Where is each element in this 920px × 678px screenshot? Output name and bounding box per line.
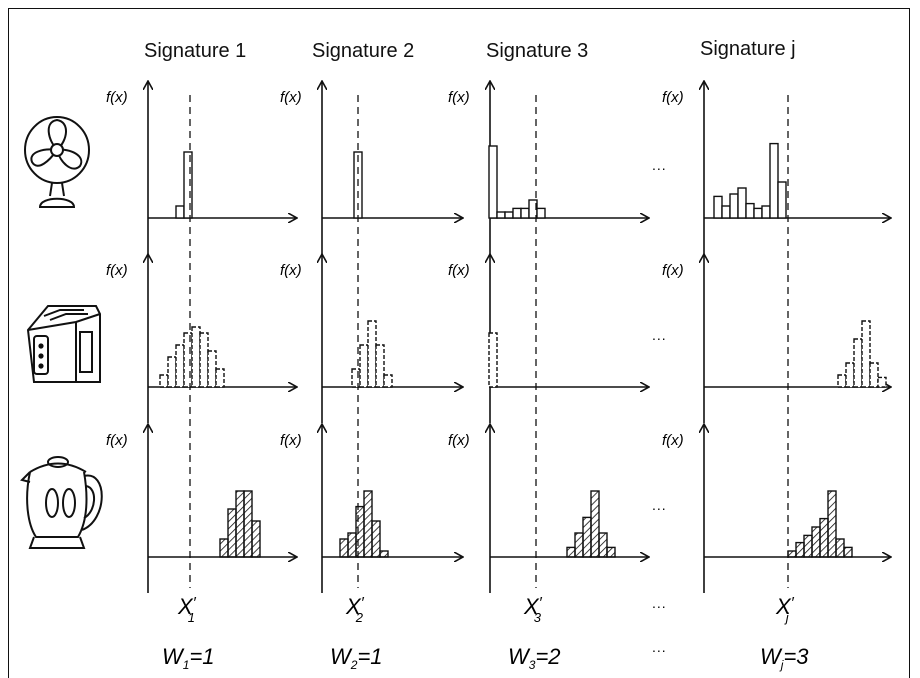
- weight-label: W3=2: [508, 644, 561, 672]
- histogram-bar: [869, 362, 879, 388]
- histogram-bar: [375, 344, 385, 388]
- histogram-bar: [199, 332, 209, 388]
- histogram-bar: [745, 202, 755, 219]
- histogram-bar: [769, 142, 779, 219]
- histogram-bar: [496, 211, 506, 219]
- histogram-bar: [753, 207, 763, 219]
- y-axis-label: f(x): [448, 432, 470, 449]
- y-axis-label: f(x): [662, 262, 684, 279]
- weight-label: W1=1: [162, 644, 215, 672]
- histogram-bar: [590, 490, 600, 558]
- ellipsis: ...: [652, 595, 667, 611]
- y-axis-label: f(x): [448, 262, 470, 279]
- signature-2-title: Signature 2: [312, 40, 415, 62]
- signature-1-title: Signature 1: [144, 40, 247, 62]
- signature-j-title: Signature j: [700, 38, 796, 60]
- ellipsis: ...: [652, 639, 667, 655]
- signature-3-title: Signature 3: [486, 40, 589, 62]
- histogram-bar: [219, 538, 229, 558]
- histogram-bar: [512, 207, 522, 219]
- histogram-bar: [227, 508, 237, 558]
- histogram-bar: [347, 532, 357, 558]
- histogram-bar: [191, 326, 201, 388]
- histogram-bar: [159, 374, 169, 388]
- weight-label: W2=1: [330, 644, 383, 672]
- histogram-bar: [827, 490, 837, 558]
- histogram-bar: [215, 368, 225, 388]
- histogram-bar: [183, 151, 193, 219]
- weight-label: Wj=3: [760, 644, 809, 672]
- histogram-bar: [183, 332, 193, 388]
- histogram-bar: [367, 320, 377, 388]
- histogram-grid: [148, 82, 890, 593]
- histogram-bar: [355, 505, 365, 558]
- histogram-bar: [795, 541, 805, 558]
- y-axis-label: f(x): [662, 89, 684, 106]
- histogram-bar: [566, 546, 576, 558]
- fan-icon: [24, 116, 90, 208]
- histogram-bar: [853, 338, 863, 388]
- histogram-bar: [713, 195, 723, 219]
- histogram-bar: [536, 207, 546, 219]
- histogram-bar: [175, 344, 185, 388]
- kettle-icon: [20, 456, 103, 549]
- histogram-bar: [351, 368, 361, 388]
- x-prime-label: X′ j: [775, 594, 795, 625]
- ellipsis: ...: [652, 327, 667, 343]
- x-prime-label: X′ 2: [345, 594, 365, 625]
- y-axis-label: f(x): [280, 89, 302, 106]
- histogram-bar: [843, 546, 853, 558]
- histogram-bar: [803, 534, 813, 558]
- histogram-bar: [721, 205, 731, 219]
- histogram-bar: [598, 532, 608, 558]
- x-prime-label: X′ 1: [177, 594, 197, 625]
- histogram-bar: [787, 550, 797, 558]
- histogram-bar: [488, 332, 498, 388]
- histogram-bar: [811, 526, 821, 558]
- toaster-icon: [26, 305, 101, 383]
- histogram-bar: [606, 546, 616, 558]
- x-prime-label: X′ 3: [523, 594, 543, 625]
- ellipsis: ...: [652, 497, 667, 513]
- histogram-bar: [835, 538, 845, 558]
- histogram-bar: [235, 490, 245, 558]
- histogram-bar: [737, 187, 747, 219]
- y-axis-label: f(x): [106, 432, 128, 449]
- figure-frame: [8, 8, 910, 678]
- ellipsis: ...: [652, 157, 667, 173]
- histogram-bar: [359, 344, 369, 388]
- histogram-bar: [251, 520, 261, 558]
- histogram-bar: [520, 207, 530, 219]
- histogram-bar: [777, 181, 787, 219]
- histogram-bar: [504, 211, 514, 219]
- y-axis-label: f(x): [280, 432, 302, 449]
- y-axis-label: f(x): [448, 89, 470, 106]
- histogram-bar: [339, 538, 349, 558]
- histogram-bar: [175, 205, 185, 219]
- histogram-bar: [729, 193, 739, 219]
- y-axis-label: f(x): [106, 262, 128, 279]
- histogram-bar: [363, 490, 373, 558]
- histogram-bar: [207, 350, 217, 388]
- y-axis-label: f(x): [280, 262, 302, 279]
- histogram-bar: [371, 520, 381, 558]
- histogram-bar: [861, 320, 871, 388]
- histogram-bar: [574, 532, 584, 558]
- histogram-bar: [761, 205, 771, 219]
- histogram-bar: [582, 516, 592, 558]
- histogram-bar: [819, 517, 829, 558]
- histogram-bar: [877, 376, 887, 388]
- histogram-bar: [488, 145, 498, 219]
- y-axis-label: f(x): [662, 432, 684, 449]
- histogram-bar: [845, 362, 855, 388]
- histogram-bar: [167, 356, 177, 388]
- histogram-bar: [837, 374, 847, 388]
- histogram-bar: [383, 374, 393, 388]
- y-axis-label: f(x): [106, 89, 128, 106]
- histogram-bar: [243, 490, 253, 558]
- histogram-bar: [379, 550, 389, 558]
- annotation-text: f(x) f(x) f(x) f(x) f(x) f(x) f(x) f(x) f(x) f(x)…: [106, 89, 809, 672]
